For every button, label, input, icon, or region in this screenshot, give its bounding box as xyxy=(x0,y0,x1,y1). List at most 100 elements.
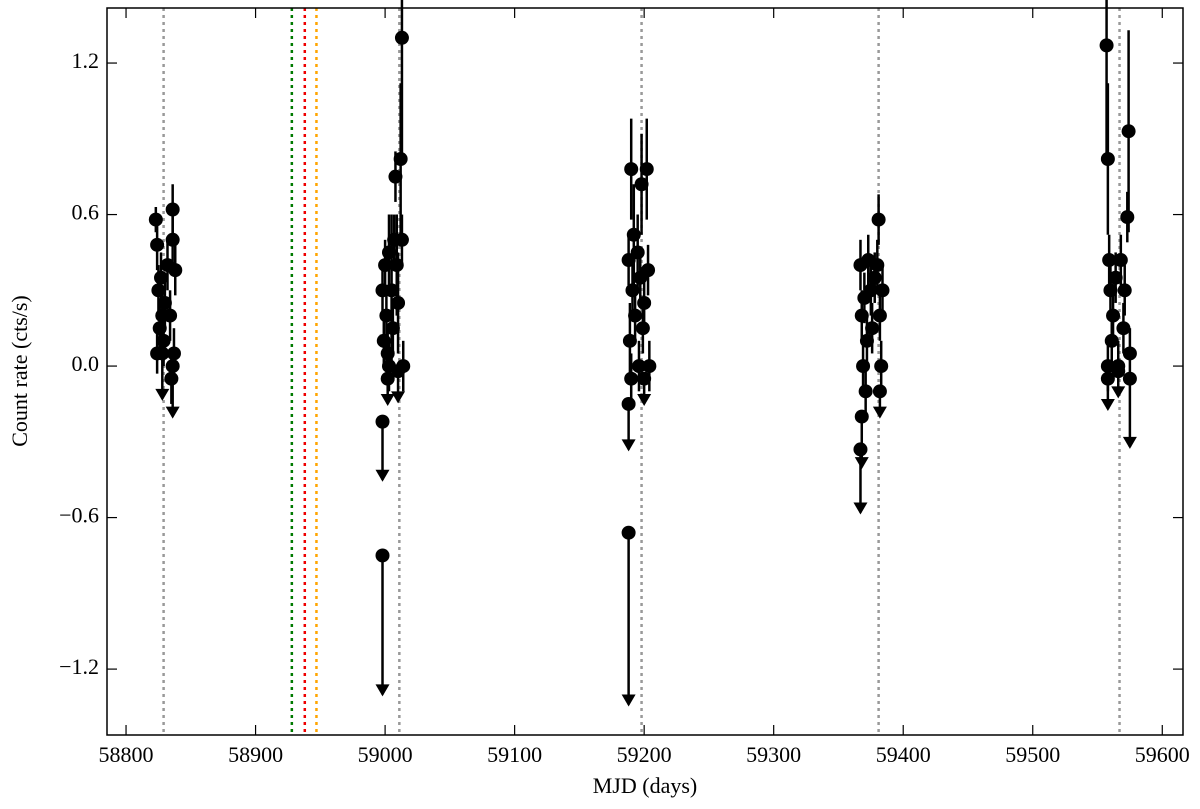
marker xyxy=(164,371,179,386)
marker xyxy=(1106,308,1121,323)
marker xyxy=(150,237,165,252)
marker xyxy=(624,371,639,386)
x-tick-label: 58800 xyxy=(99,742,154,767)
marker xyxy=(157,295,172,310)
marker xyxy=(380,346,395,361)
marker xyxy=(378,258,393,273)
x-axis-label: MJD (days) xyxy=(593,773,698,798)
x-tick-label: 59600 xyxy=(1135,742,1190,767)
marker xyxy=(165,359,180,374)
arrow-head xyxy=(853,502,868,515)
arrow-head xyxy=(380,393,395,406)
marker xyxy=(865,321,880,336)
marker xyxy=(854,409,869,424)
marker xyxy=(166,346,181,361)
marker xyxy=(867,270,882,285)
marker xyxy=(630,245,645,260)
marker xyxy=(1100,359,1115,374)
arrow-head xyxy=(165,406,180,419)
marker xyxy=(1108,270,1123,285)
marker xyxy=(380,371,395,386)
y-tick-label: 0.0 xyxy=(72,351,100,376)
marker xyxy=(1103,283,1118,298)
marker xyxy=(394,30,409,45)
marker xyxy=(1100,371,1115,386)
marker xyxy=(384,283,399,298)
marker xyxy=(165,202,180,217)
marker xyxy=(858,384,873,399)
marker xyxy=(863,283,878,298)
marker xyxy=(388,169,403,184)
y-tick-label: 0.6 xyxy=(72,200,100,225)
marker xyxy=(156,333,171,348)
marker xyxy=(625,283,640,298)
marker xyxy=(853,442,868,457)
x-tick-label: 59500 xyxy=(1005,742,1060,767)
y-axis-label: Count rate (cts/s) xyxy=(7,295,32,447)
y-tick-label: 1.2 xyxy=(72,48,100,73)
arrow-head xyxy=(1100,398,1115,411)
marker xyxy=(874,359,889,374)
arrow-head xyxy=(872,406,887,419)
marker xyxy=(168,263,183,278)
marker xyxy=(872,308,887,323)
marker xyxy=(379,308,394,323)
marker xyxy=(854,308,869,323)
marker xyxy=(394,232,409,247)
arrow-head xyxy=(854,457,869,470)
marker xyxy=(1117,283,1132,298)
y-tick-label: −1.2 xyxy=(59,654,99,679)
marker xyxy=(396,359,411,374)
marker xyxy=(634,177,649,192)
marker xyxy=(872,384,887,399)
x-tick-label: 59300 xyxy=(746,742,801,767)
marker xyxy=(1102,253,1117,268)
marker xyxy=(151,283,166,298)
marker xyxy=(154,270,169,285)
marker xyxy=(642,359,657,374)
marker xyxy=(163,308,178,323)
marker xyxy=(637,371,652,386)
x-tick-label: 59100 xyxy=(487,742,542,767)
arrow-head xyxy=(621,439,636,452)
marker xyxy=(635,321,650,336)
marker xyxy=(381,245,396,260)
marker xyxy=(1122,371,1137,386)
x-tick-label: 59400 xyxy=(876,742,931,767)
plot-frame xyxy=(106,7,1184,736)
marker xyxy=(375,548,390,563)
marker xyxy=(1121,124,1136,139)
marker xyxy=(376,333,391,348)
marker xyxy=(1122,346,1137,361)
marker xyxy=(165,232,180,247)
marker xyxy=(1100,152,1115,167)
marker xyxy=(871,212,886,227)
marker xyxy=(381,359,396,374)
marker xyxy=(1111,359,1126,374)
y-tick-label: −0.6 xyxy=(59,503,99,528)
arrow-head xyxy=(375,684,390,697)
marker xyxy=(148,212,163,227)
x-tick-label: 59000 xyxy=(358,742,413,767)
arrow-head xyxy=(375,469,390,482)
arrow-head xyxy=(1111,386,1126,399)
marker xyxy=(624,162,639,177)
marker xyxy=(631,359,646,374)
arrow-head xyxy=(621,694,636,707)
marker xyxy=(628,308,643,323)
marker xyxy=(375,414,390,429)
marker xyxy=(621,396,636,411)
marker xyxy=(385,321,400,336)
marker xyxy=(641,263,656,278)
marker xyxy=(1099,38,1114,53)
marker xyxy=(622,333,637,348)
marker xyxy=(393,152,408,167)
marker xyxy=(859,333,874,348)
marker xyxy=(1104,333,1119,348)
marker xyxy=(1113,253,1128,268)
arrow-head xyxy=(391,391,406,404)
marker xyxy=(150,346,165,361)
arrow-head xyxy=(637,393,652,406)
marker xyxy=(626,227,641,242)
